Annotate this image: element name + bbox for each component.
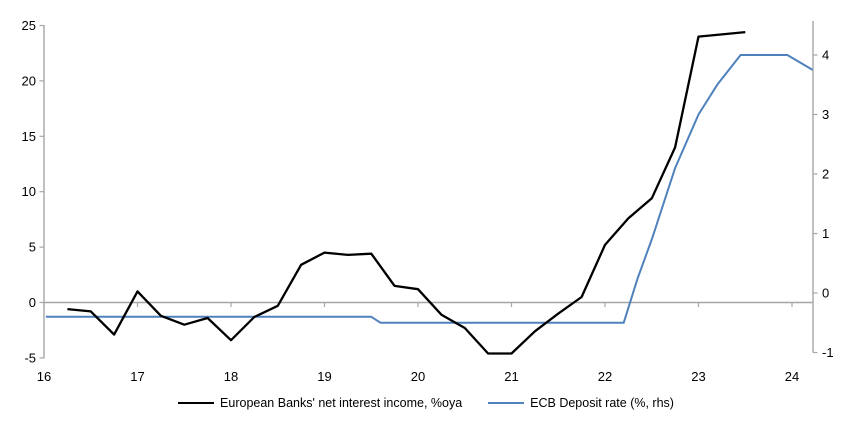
x-axis-tick-label: 18	[224, 369, 238, 384]
left-axis-tick-label: -5	[24, 350, 36, 365]
nii-line-swatch-icon	[178, 402, 215, 404]
x-axis-tick-label: 24	[785, 369, 799, 384]
left-axis-tick-label: 15	[22, 129, 36, 144]
x-axis-tick-label: 20	[411, 369, 425, 384]
left-axis-tick-label: 5	[29, 240, 36, 255]
x-axis-tick-label: 21	[504, 369, 518, 384]
legend-item-ecb: ECB Deposit rate (%, rhs)	[488, 396, 674, 410]
legend-item-nii: European Banks' net interest income, %oy…	[178, 396, 462, 410]
legend: European Banks' net interest income, %oy…	[0, 396, 852, 410]
x-axis-tick-label: 23	[691, 369, 705, 384]
x-axis-tick-label: 17	[130, 369, 144, 384]
legend-label-nii: European Banks' net interest income, %oy…	[220, 396, 463, 410]
x-axis-tick-label: 22	[598, 369, 612, 384]
right-axis-tick-label: 1	[822, 226, 829, 241]
right-axis-tick-label: -1	[822, 345, 834, 360]
legend-label-ecb: ECB Deposit rate (%, rhs)	[530, 396, 674, 410]
x-axis-tick-label: 19	[317, 369, 331, 384]
left-axis-tick-label: 0	[29, 295, 36, 310]
right-axis-tick-label: 3	[822, 107, 829, 122]
left-axis-tick-label: 10	[22, 184, 36, 199]
right-axis-tick-label: 2	[822, 167, 829, 182]
series-ecb-deposit-rate-line	[45, 54, 814, 324]
x-axis-tick-label: 16	[37, 369, 51, 384]
ecb-line-swatch-icon	[488, 402, 525, 404]
right-axis-tick-label: 4	[822, 48, 829, 63]
series-net-interest-income-line	[67, 30, 746, 355]
right-axis-tick-label: 0	[822, 286, 829, 301]
left-axis-tick-label: 20	[22, 73, 36, 88]
left-axis-tick-label: 25	[22, 18, 36, 33]
